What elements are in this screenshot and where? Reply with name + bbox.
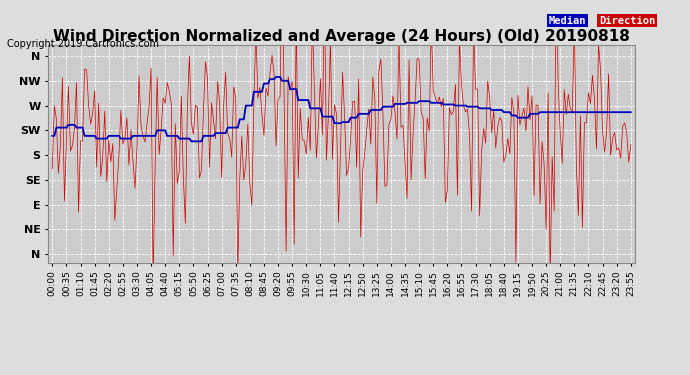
- Text: Median: Median: [549, 16, 586, 26]
- Title: Wind Direction Normalized and Average (24 Hours) (Old) 20190818: Wind Direction Normalized and Average (2…: [53, 29, 630, 44]
- Text: Direction: Direction: [599, 16, 655, 26]
- Text: Copyright 2019 Cartronics.com: Copyright 2019 Cartronics.com: [7, 39, 159, 50]
